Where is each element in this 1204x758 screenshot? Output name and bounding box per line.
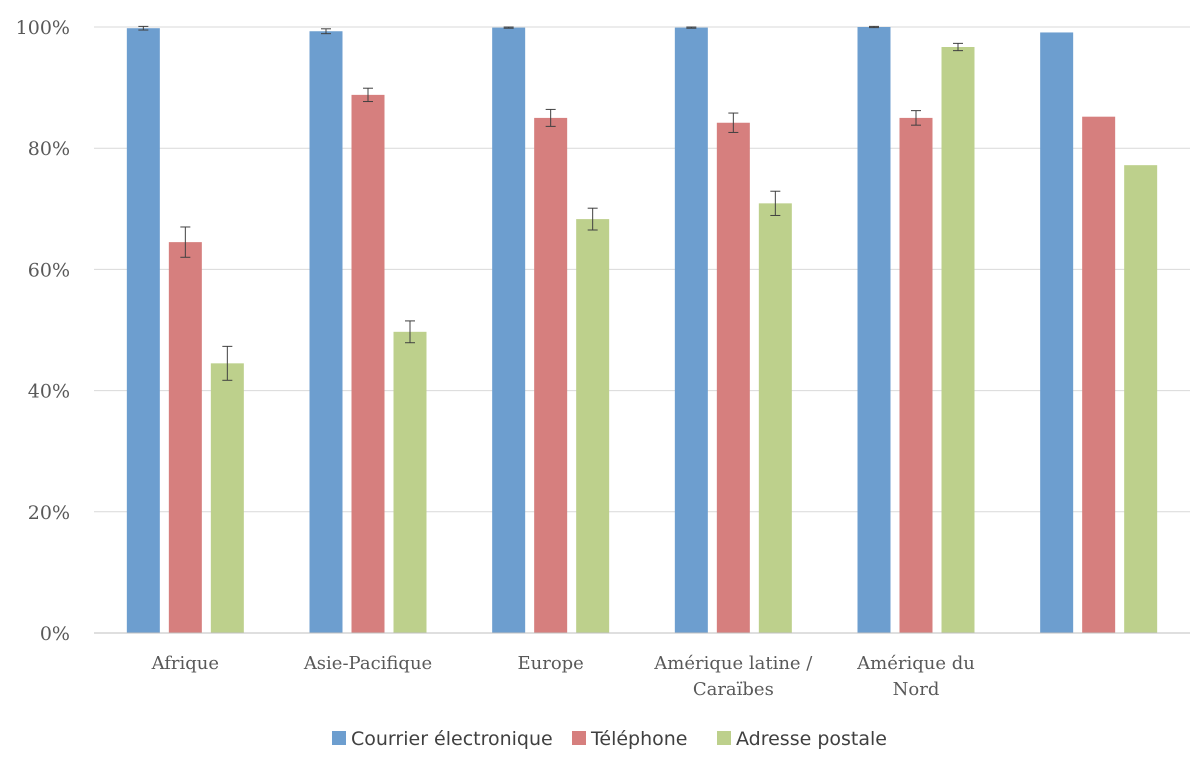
error-bars xyxy=(138,25,963,381)
category-label: Europe xyxy=(517,653,583,674)
bar xyxy=(1040,32,1074,634)
bar xyxy=(168,242,202,633)
error-bar xyxy=(587,207,598,231)
error-bar xyxy=(911,110,921,126)
error-bar xyxy=(869,25,879,29)
bar xyxy=(393,331,427,633)
bar xyxy=(1124,165,1158,633)
bar xyxy=(534,117,568,633)
error-bar xyxy=(953,42,963,52)
bar xyxy=(758,203,792,633)
y-tick-label: 60% xyxy=(28,259,70,281)
category-label: Amérique du xyxy=(856,653,975,674)
error-bar xyxy=(770,190,781,216)
bar xyxy=(492,27,526,633)
bar xyxy=(941,46,975,634)
category-labels: Afrique Asie-Pacifique Europe Amérique lati… xyxy=(151,653,975,700)
error-bar xyxy=(321,28,331,35)
y-tick-label: 0% xyxy=(40,623,70,645)
gridlines xyxy=(94,26,1190,513)
category-label: Afrique xyxy=(151,653,219,674)
error-bar xyxy=(686,26,697,29)
error-bar xyxy=(138,25,149,31)
error-bar xyxy=(363,87,373,103)
legend-swatch xyxy=(332,731,346,745)
legend-label: Courrier électronique xyxy=(351,728,553,750)
bar xyxy=(351,94,385,633)
y-tick-label: 100% xyxy=(16,17,70,39)
bar xyxy=(576,219,610,634)
legend-label: Adresse postale xyxy=(736,728,887,750)
bars xyxy=(126,27,1158,634)
bar xyxy=(899,117,933,633)
bar xyxy=(1082,116,1116,634)
bar xyxy=(716,122,750,634)
y-tick-label: 20% xyxy=(28,502,70,524)
legend-item: Adresse postale xyxy=(717,728,887,750)
error-bar xyxy=(503,26,514,29)
y-axis-tick-labels: 0% 20% 40% 60% 80% 100% xyxy=(16,17,70,645)
legend-item: Téléphone xyxy=(572,728,688,750)
bar xyxy=(857,27,891,633)
bar xyxy=(210,363,244,633)
legend: Courrier électronique Téléphone Adresse po… xyxy=(332,728,887,750)
y-tick-label: 80% xyxy=(28,138,70,160)
category-label: Amérique latine / xyxy=(653,653,813,674)
legend-item: Courrier électronique xyxy=(332,728,553,750)
error-bar xyxy=(405,320,415,344)
bar xyxy=(674,27,708,633)
y-tick-label: 40% xyxy=(28,381,70,403)
legend-swatch xyxy=(717,731,731,745)
category-label: Caraïbes xyxy=(693,679,774,700)
error-bar xyxy=(545,108,556,127)
error-bar xyxy=(180,226,191,258)
legend-swatch xyxy=(572,731,586,745)
error-bar xyxy=(728,112,739,133)
category-label: Asie-Pacifique xyxy=(303,653,432,674)
category-label: Nord xyxy=(893,679,940,700)
bar xyxy=(309,31,343,633)
error-bar xyxy=(222,345,233,381)
bar xyxy=(126,28,160,634)
legend-label: Téléphone xyxy=(590,728,688,750)
